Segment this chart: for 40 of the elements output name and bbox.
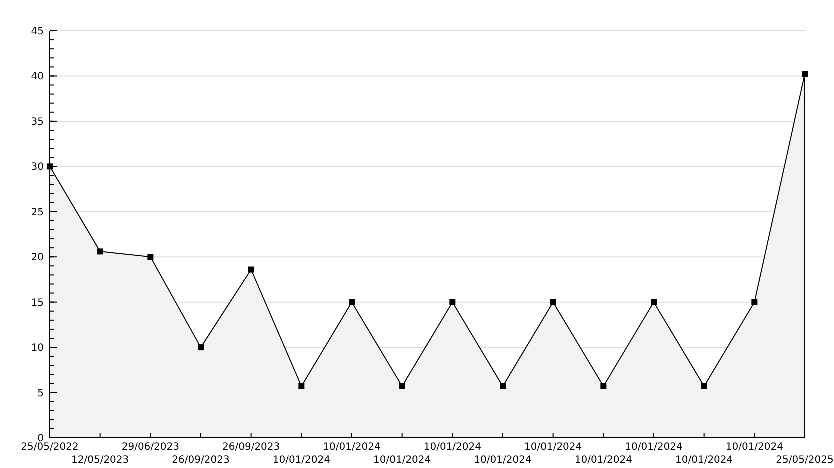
point xyxy=(450,299,456,306)
point xyxy=(752,299,758,306)
point xyxy=(97,248,104,255)
point xyxy=(298,383,305,390)
y-tick-label: 5 xyxy=(38,388,44,400)
x-tick-label: 10/01/2024 xyxy=(374,455,432,466)
y-tick-label: 30 xyxy=(31,162,44,174)
x-tick-label: 10/01/2024 xyxy=(323,442,381,453)
x-tick-label: 10/01/2024 xyxy=(574,455,632,466)
y-tick-label: 40 xyxy=(31,72,44,83)
y-tick-label: 35 xyxy=(31,116,44,128)
x-tick-label: 10/01/2024 xyxy=(524,442,582,453)
point xyxy=(802,71,808,78)
x-tick-label: 12/05/2023 xyxy=(72,455,130,466)
point xyxy=(198,344,204,351)
point xyxy=(550,299,556,306)
x-tick-label: 10/01/2024 xyxy=(726,442,784,453)
x-tick-label: 10/01/2024 xyxy=(424,442,482,453)
y-tick-label: 10 xyxy=(31,343,44,354)
x-tick-label: 29/06/2023 xyxy=(122,442,180,453)
point xyxy=(600,383,607,390)
x-tick-label: 25/05/2025 xyxy=(776,455,834,466)
point xyxy=(399,383,406,390)
y-tick-label: 45 xyxy=(31,26,44,38)
point xyxy=(248,266,254,273)
point xyxy=(148,254,154,260)
point xyxy=(349,299,355,306)
point xyxy=(701,383,708,390)
point xyxy=(500,383,506,390)
y-tick-label: 25 xyxy=(31,207,44,218)
y-tick-label: 20 xyxy=(31,252,44,264)
x-tick-label: 10/01/2024 xyxy=(272,455,330,466)
x-tick-label: 10/01/2024 xyxy=(474,455,532,466)
x-tick-label: 26/09/2023 xyxy=(222,442,280,453)
x-tick-label: 10/01/2024 xyxy=(625,442,683,453)
x-tick-label: 25/05/2022 xyxy=(21,442,79,453)
x-tick-label: 10/01/2024 xyxy=(676,455,734,466)
y-tick-label: 15 xyxy=(31,298,44,309)
point xyxy=(651,299,657,306)
x-tick-label: 26/09/2023 xyxy=(172,455,230,466)
